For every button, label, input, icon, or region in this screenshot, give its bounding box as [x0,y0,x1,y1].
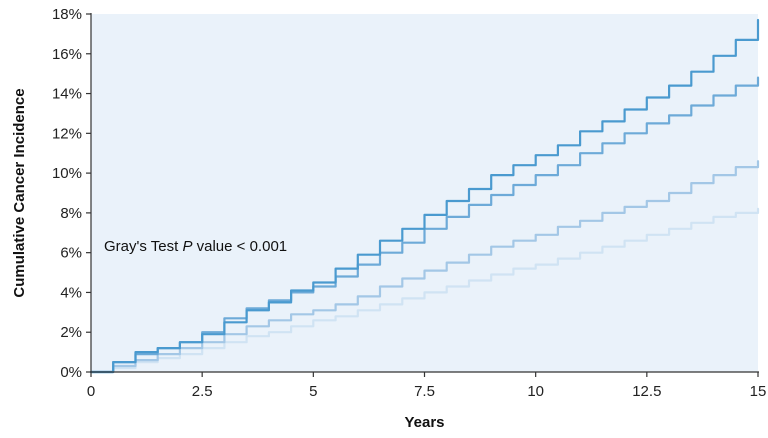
annotation-p-italic: P [182,238,192,255]
x-axis-title: Years [404,414,444,431]
y-tick-label: 8% [60,205,82,222]
annotation-suffix: value < 0.001 [192,238,287,255]
series-layer [89,18,760,374]
x-tick-label: 15 [750,383,767,400]
y-tick-label: 0% [60,364,82,381]
series-line-1 [89,18,760,374]
plot-area-background [91,14,758,372]
x-tick-label: 7.5 [414,383,435,400]
x-tick-label: 10 [527,383,544,400]
y-tick-label: 18% [52,6,82,23]
y-tick-label: 16% [52,46,82,63]
x-tick-label: 5 [309,383,317,400]
y-tick-label: 6% [60,245,82,262]
y-tick-label: 14% [52,86,82,103]
y-tick-label: 2% [60,324,82,341]
grays-test-annotation: Gray's Test P value < 0.001 [104,238,287,255]
y-tick-label: 4% [60,284,82,301]
x-tick-label: 0 [87,383,95,400]
axis-layer: 0% 2% 4% 6% 8% 10% 12% 14% 16% 18% 0 2.5 5 7.5 10 12.5 1… [52,6,766,400]
annotation-prefix: Gray's Test [104,238,182,255]
y-tick-label: 10% [52,165,82,182]
x-tick-label: 12.5 [632,383,661,400]
y-tick-label: 12% [52,125,82,142]
x-tick-label: 2.5 [192,383,213,400]
y-axis-title: Cumulative Cancer Incidence [11,88,28,297]
